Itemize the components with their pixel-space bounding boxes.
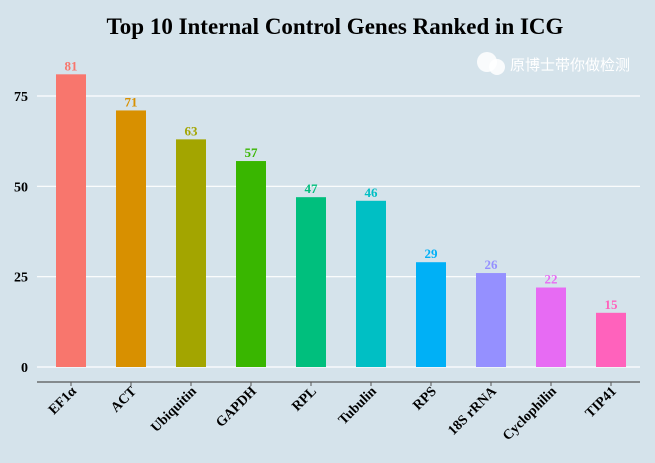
data-label: 22 bbox=[545, 272, 558, 287]
bar bbox=[536, 287, 566, 367]
x-tick-label: TIP41 bbox=[583, 384, 620, 421]
y-tick-label: 25 bbox=[14, 271, 28, 286]
data-label: 63 bbox=[185, 123, 199, 138]
bar bbox=[116, 110, 146, 367]
y-tick-label: 75 bbox=[14, 90, 28, 105]
bar bbox=[56, 74, 86, 367]
bar bbox=[416, 262, 446, 367]
x-tick-label: Cyclophilin bbox=[500, 384, 560, 444]
bar bbox=[356, 200, 386, 367]
x-tick-label: Tubulin bbox=[336, 384, 380, 428]
data-label: 47 bbox=[305, 181, 319, 196]
x-tick-label: Ubiquitin bbox=[148, 384, 199, 435]
data-label: 26 bbox=[485, 257, 499, 272]
x-tick-label: ACT bbox=[108, 384, 140, 416]
bar bbox=[596, 312, 626, 367]
x-tick-label: RPS bbox=[411, 384, 440, 413]
bar bbox=[296, 197, 326, 367]
bar bbox=[476, 273, 506, 367]
data-label: 46 bbox=[365, 185, 379, 200]
bar bbox=[176, 139, 206, 367]
y-tick-label: 0 bbox=[21, 361, 28, 376]
y-tick-label: 50 bbox=[14, 180, 28, 195]
x-tick-label: EF1α bbox=[46, 384, 80, 418]
data-label: 15 bbox=[605, 297, 619, 312]
data-label: 29 bbox=[425, 246, 439, 261]
data-label: 71 bbox=[125, 94, 138, 109]
x-tick-label: 18S rRNA bbox=[445, 384, 500, 439]
x-tick-label: RPL bbox=[289, 384, 319, 414]
watermark-text: 原博士带你做检测 bbox=[510, 56, 630, 74]
bar bbox=[236, 161, 266, 367]
watermark: 原博士带你做检测 bbox=[477, 52, 630, 75]
data-label: 57 bbox=[245, 145, 259, 160]
chart-title: Top 10 Internal Control Genes Ranked in … bbox=[107, 14, 564, 39]
data-label: 81 bbox=[65, 58, 78, 73]
x-tick-label: GAPDH bbox=[213, 384, 259, 430]
